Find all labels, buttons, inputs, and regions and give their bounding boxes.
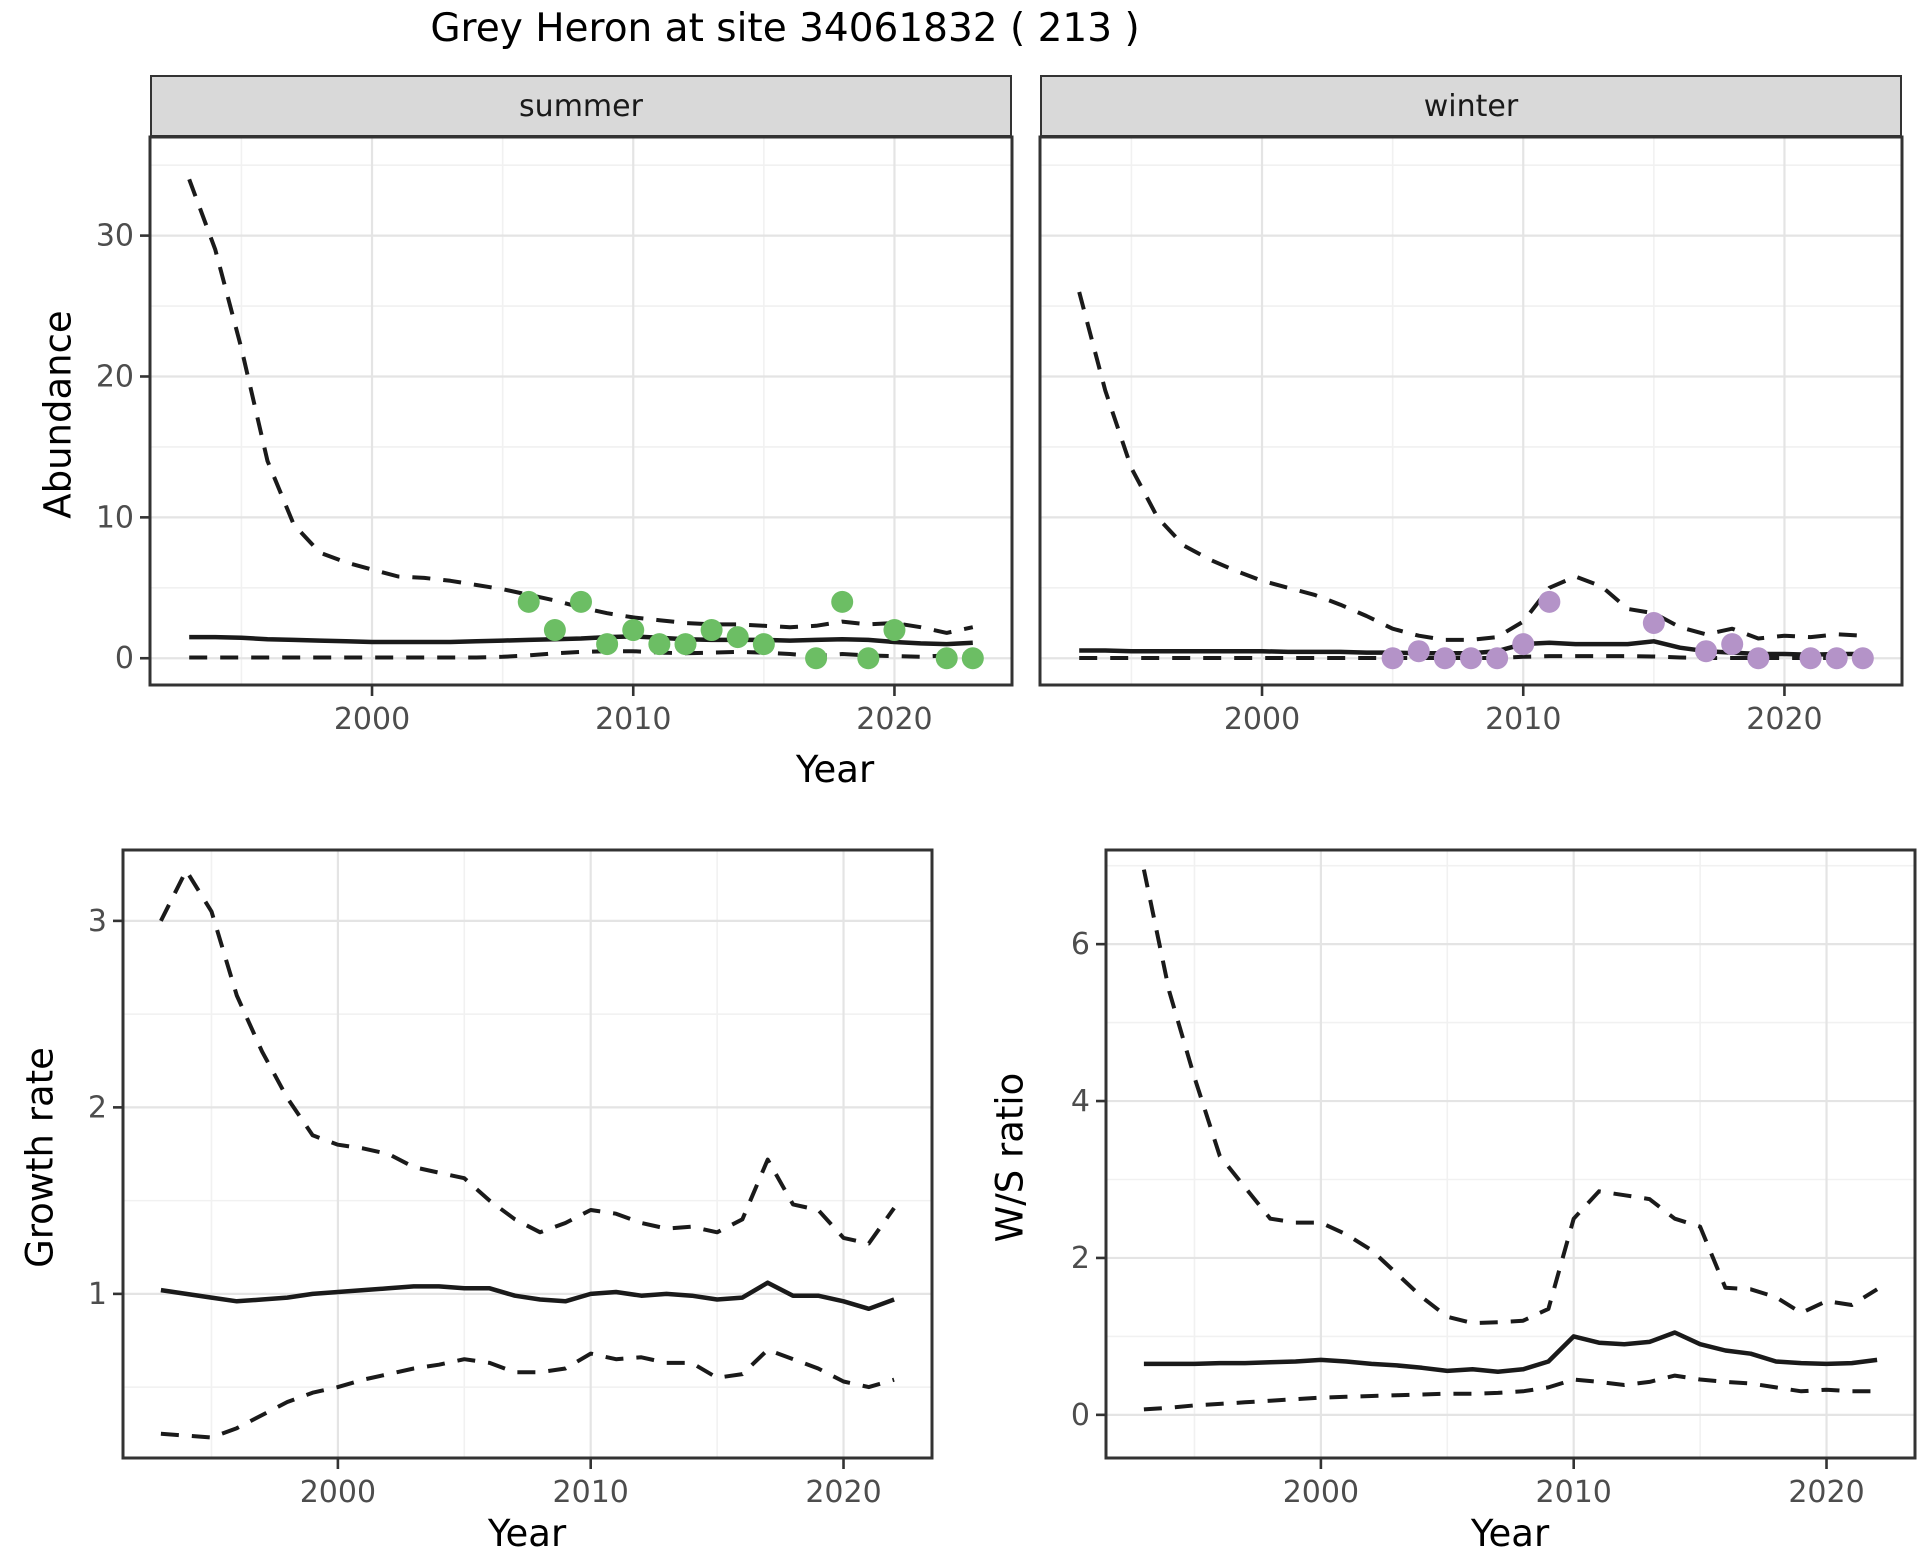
x-tick-label: 2000	[334, 702, 410, 737]
x-tick-label: 2010	[1536, 1475, 1612, 1510]
series-upper_95ci	[159, 868, 896, 1246]
data-point	[1747, 647, 1770, 670]
data-point	[622, 619, 645, 642]
y-tick-label: 0	[1071, 1398, 1090, 1433]
series-median	[1143, 1330, 1878, 1374]
series-lower_95ci	[1079, 654, 1863, 660]
panel-border	[121, 848, 934, 1460]
data-point	[1721, 633, 1744, 656]
panel-background	[123, 850, 932, 1458]
y-tick-label: 4	[1071, 1084, 1090, 1119]
y-tick-label: 10	[96, 500, 134, 535]
facet-strip-winter-label: winter	[1423, 88, 1519, 124]
x-tick-label: 2020	[805, 1475, 881, 1510]
y-tick-label: 2	[1071, 1241, 1090, 1276]
x-tick-label: 2000	[300, 1475, 376, 1510]
y-tick-label: 3	[88, 904, 107, 939]
y-axis-title-abundance: Abundance	[36, 310, 80, 519]
y-tick-label: 0	[115, 641, 134, 676]
data-point	[1642, 612, 1665, 635]
x-axis-title-year-top: Year	[795, 748, 875, 791]
panel-border	[1104, 848, 1917, 1460]
series-lower_95ci	[189, 649, 973, 660]
data-point	[805, 647, 828, 670]
y-tick-label: 20	[96, 359, 134, 394]
x-tick-label: 2010	[553, 1475, 629, 1510]
facet-strip-winter: winter	[1040, 75, 1902, 137]
data-point	[1433, 647, 1456, 670]
data-point	[1486, 647, 1509, 670]
data-point	[596, 633, 619, 656]
facet-strip-summer-label: summer	[519, 88, 643, 124]
x-tick-label: 2000	[1224, 702, 1300, 737]
facet-strip-summer: summer	[150, 75, 1012, 137]
data-point	[857, 647, 880, 670]
data-point	[674, 633, 697, 656]
series-upper_95ci	[1141, 869, 1879, 1326]
panel-border	[1038, 135, 1904, 687]
data-point	[1695, 640, 1718, 663]
series-median	[189, 634, 973, 647]
series-upper_95ci	[1077, 291, 1863, 642]
data-point	[1381, 647, 1404, 670]
data-point	[700, 619, 723, 642]
data-point	[883, 619, 906, 642]
data-point	[935, 647, 958, 670]
data-point	[1460, 647, 1482, 670]
x-tick-label: 2000	[1283, 1475, 1359, 1510]
y-axis-title-growth: Growth rate	[18, 1047, 62, 1268]
data-point	[1825, 647, 1848, 670]
x-axis-title-year-ws: Year	[1470, 1512, 1550, 1555]
y-axis-title-ws: W/S ratio	[988, 1072, 1032, 1243]
data-point	[1512, 633, 1535, 656]
data-point	[752, 633, 775, 656]
y-tick-label: 1	[88, 1277, 107, 1312]
data-point	[1799, 647, 1822, 670]
y-tick-label: 2	[88, 1090, 107, 1125]
chart-title: Grey Heron at site 34061832 ( 213 )	[430, 6, 1140, 51]
x-tick-label: 2020	[1746, 702, 1822, 737]
series-median	[160, 1280, 895, 1312]
data-point	[570, 590, 592, 613]
panel-background	[1106, 850, 1915, 1458]
y-tick-label: 6	[1071, 927, 1090, 962]
data-point	[831, 590, 854, 613]
panel-background	[1040, 137, 1902, 685]
y-tick-label: 30	[96, 219, 134, 254]
data-point	[517, 590, 540, 613]
panel-border	[148, 135, 1014, 687]
data-point	[1538, 590, 1561, 613]
x-axis-title-year-growth: Year	[487, 1512, 567, 1555]
data-point	[648, 633, 671, 656]
x-tick-label: 2020	[856, 702, 932, 737]
x-tick-label: 2010	[595, 702, 671, 737]
data-point	[1851, 647, 1874, 670]
x-tick-label: 2010	[1485, 702, 1561, 737]
x-tick-label: 2020	[1788, 1475, 1864, 1510]
series-lower_95ci	[160, 1347, 895, 1440]
data-point	[726, 626, 749, 649]
data-point	[1407, 640, 1430, 663]
data-point	[961, 647, 984, 670]
data-point	[543, 619, 566, 642]
